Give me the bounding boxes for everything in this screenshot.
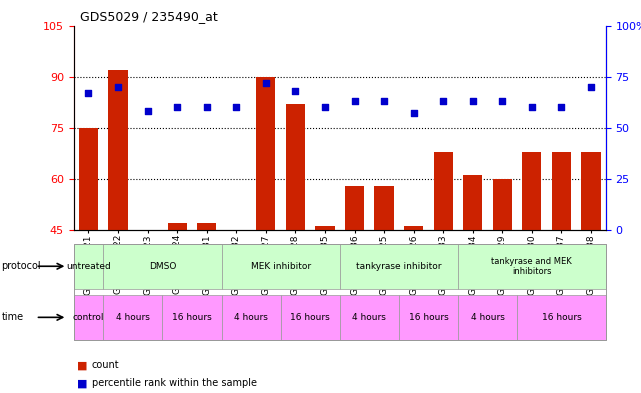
Point — [497, 98, 508, 104]
Text: tankyrase and MEK
inhibitors: tankyrase and MEK inhibitors — [492, 257, 572, 276]
Bar — [167, 223, 187, 230]
Point — [527, 104, 537, 110]
Text: 16 hours: 16 hours — [542, 313, 581, 322]
Text: control: control — [72, 313, 104, 322]
Text: count: count — [92, 360, 119, 371]
Point — [172, 104, 182, 110]
Point — [83, 90, 94, 96]
Point — [320, 104, 330, 110]
Text: 4 hours: 4 hours — [234, 313, 268, 322]
Bar — [374, 185, 394, 230]
Point — [231, 104, 242, 110]
Text: GDS5029 / 235490_at: GDS5029 / 235490_at — [80, 10, 218, 23]
Point — [408, 110, 419, 117]
Text: ■: ■ — [77, 360, 87, 371]
Text: 4 hours: 4 hours — [353, 313, 387, 322]
Text: 16 hours: 16 hours — [290, 313, 330, 322]
Bar — [315, 226, 335, 230]
Text: DMSO: DMSO — [149, 262, 176, 271]
Bar — [108, 70, 128, 230]
Text: 4 hours: 4 hours — [470, 313, 504, 322]
Text: percentile rank within the sample: percentile rank within the sample — [92, 378, 256, 388]
Text: protocol: protocol — [1, 261, 41, 271]
Text: 16 hours: 16 hours — [172, 313, 212, 322]
Text: ■: ■ — [77, 378, 87, 388]
Bar — [286, 104, 305, 230]
Bar — [433, 152, 453, 230]
Point — [261, 80, 271, 86]
Point — [142, 108, 153, 114]
Point — [113, 84, 123, 90]
Bar — [404, 226, 423, 230]
Bar — [463, 175, 482, 230]
Bar — [197, 223, 216, 230]
Text: 16 hours: 16 hours — [408, 313, 448, 322]
Bar — [493, 179, 512, 230]
Text: untreated: untreated — [66, 262, 111, 271]
Bar — [227, 230, 246, 233]
Bar — [79, 128, 98, 230]
Bar — [256, 77, 276, 230]
Bar — [552, 152, 571, 230]
Bar — [345, 185, 364, 230]
Point — [201, 104, 212, 110]
Bar — [522, 152, 542, 230]
Bar — [581, 152, 601, 230]
Point — [379, 98, 389, 104]
Point — [438, 98, 448, 104]
Point — [586, 84, 596, 90]
Point — [467, 98, 478, 104]
Text: tankyrase inhibitor: tankyrase inhibitor — [356, 262, 442, 271]
Text: time: time — [1, 312, 24, 322]
Text: 4 hours: 4 hours — [116, 313, 150, 322]
Point — [290, 88, 301, 94]
Point — [349, 98, 360, 104]
Point — [556, 104, 567, 110]
Text: MEK inhibitor: MEK inhibitor — [251, 262, 311, 271]
